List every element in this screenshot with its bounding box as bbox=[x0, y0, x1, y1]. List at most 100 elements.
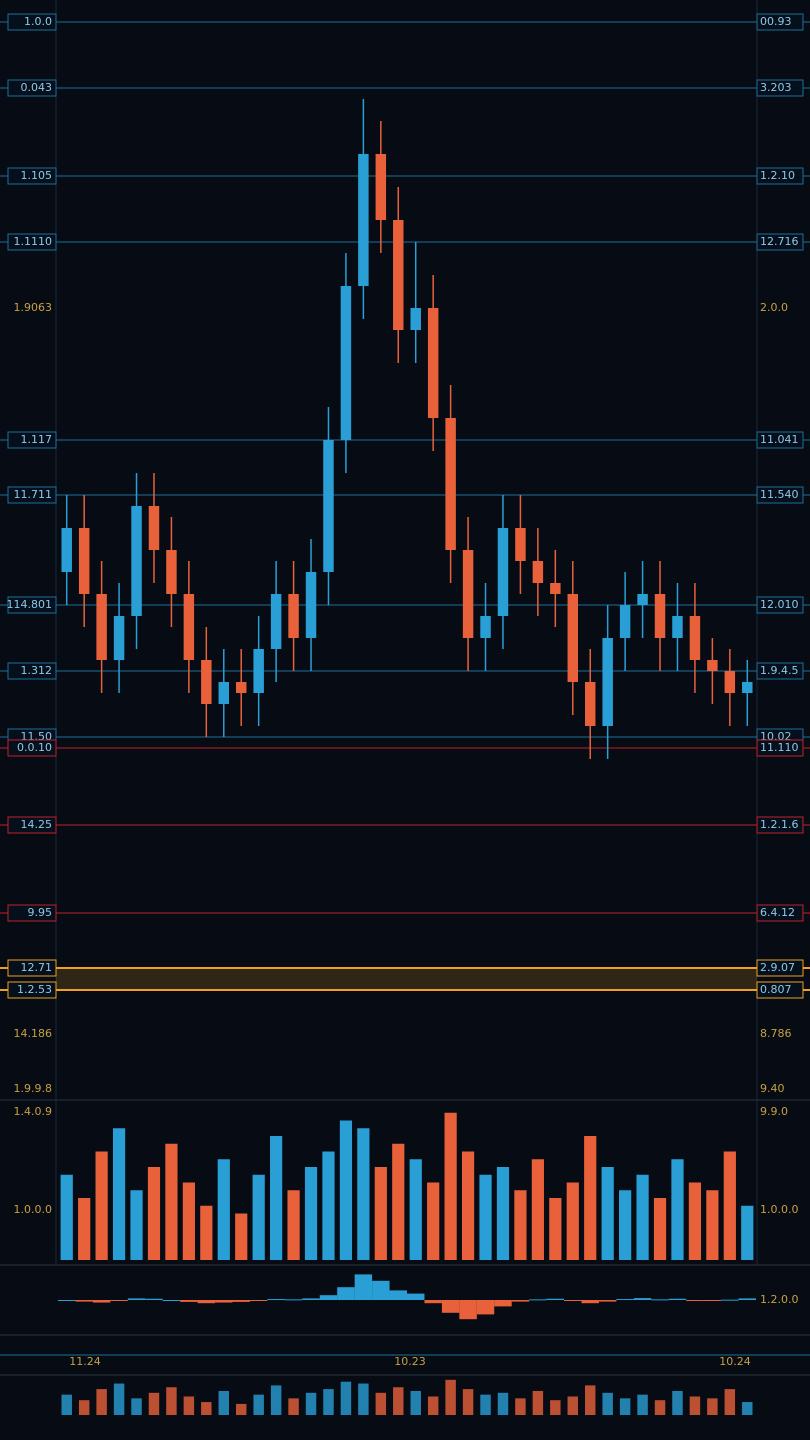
label-box bbox=[7, 486, 57, 504]
x-tick-label: 10.23 bbox=[394, 1355, 426, 1368]
candle-body bbox=[96, 594, 107, 660]
label-box bbox=[7, 981, 57, 999]
candle-body bbox=[253, 649, 264, 693]
oscillator-bar bbox=[441, 1300, 460, 1313]
volume-bar bbox=[112, 1128, 126, 1260]
candle-body bbox=[183, 594, 195, 660]
volume-bar bbox=[619, 1190, 632, 1260]
oscillator-bar bbox=[633, 1298, 652, 1300]
level-label-left: 0.0.10 bbox=[17, 741, 52, 754]
volume-bar bbox=[566, 1182, 579, 1260]
oscillator-bar bbox=[58, 1300, 76, 1301]
candle-body bbox=[602, 638, 613, 726]
volume-label-left: 1.0.0.0 bbox=[14, 1203, 52, 1216]
volume-bar bbox=[427, 1182, 440, 1260]
candle-body bbox=[480, 616, 491, 638]
label-box bbox=[7, 167, 57, 185]
oscillator-bar bbox=[598, 1300, 617, 1302]
mini-volume-bar bbox=[427, 1396, 439, 1415]
oscillator-bar bbox=[75, 1300, 93, 1302]
label-box bbox=[756, 596, 804, 614]
candle-body bbox=[515, 528, 526, 561]
mini-volume-bar bbox=[550, 1400, 561, 1415]
level-label-left: 14.25 bbox=[21, 818, 53, 831]
candle-body bbox=[201, 660, 212, 704]
candle-body bbox=[427, 308, 439, 418]
label-box bbox=[756, 904, 804, 922]
oscillator-bar bbox=[110, 1300, 128, 1301]
candle-body bbox=[305, 572, 317, 638]
candle-body bbox=[742, 682, 753, 693]
level-label-left: 12.71 bbox=[21, 961, 53, 974]
x-tick-label: 10.24 bbox=[719, 1355, 751, 1368]
mini-volume-bar bbox=[532, 1390, 544, 1415]
mini-volume-bar bbox=[253, 1394, 264, 1415]
mini-volume-bar bbox=[445, 1379, 456, 1415]
mini-volume-bar bbox=[78, 1400, 90, 1415]
candle-body bbox=[375, 154, 387, 220]
label-box bbox=[756, 816, 804, 834]
label-box bbox=[7, 13, 57, 31]
label-box bbox=[7, 739, 57, 757]
mini-volume-bar bbox=[270, 1385, 282, 1415]
oscillator-bar bbox=[424, 1300, 442, 1304]
candle-body bbox=[148, 506, 160, 550]
mini-volume-bar bbox=[113, 1383, 125, 1415]
volume-bar bbox=[706, 1190, 719, 1260]
level-label-right: 8.786 bbox=[760, 1027, 792, 1040]
level-label-right: 3.203 bbox=[760, 81, 792, 94]
mini-volume-bar bbox=[358, 1383, 369, 1415]
oscillator-bar bbox=[197, 1300, 216, 1304]
volume-bar bbox=[165, 1143, 178, 1260]
mini-volume-bar bbox=[288, 1398, 299, 1415]
label-box bbox=[756, 959, 804, 977]
label-box bbox=[7, 596, 57, 614]
candle-body bbox=[218, 682, 230, 704]
mini-volume-bar bbox=[689, 1396, 701, 1415]
mini-volume-bar bbox=[724, 1389, 736, 1415]
label-box bbox=[7, 233, 57, 251]
candle-body bbox=[358, 154, 369, 286]
mini-volume-bar bbox=[61, 1394, 72, 1415]
volume-bar bbox=[95, 1151, 108, 1260]
oscillator-bar bbox=[127, 1298, 146, 1300]
level-label-right: 12.716 bbox=[760, 235, 799, 248]
oscillator-bar bbox=[546, 1298, 565, 1300]
label-box bbox=[756, 662, 804, 680]
oscillator-bar bbox=[267, 1299, 285, 1301]
volume-bar bbox=[723, 1151, 736, 1260]
level-label-left: 14.186 bbox=[14, 1027, 53, 1040]
level-label-left: 1.0.0 bbox=[24, 15, 52, 28]
mini-volume-bar bbox=[183, 1396, 195, 1415]
mini-volume-bar bbox=[480, 1394, 491, 1415]
volume-bar bbox=[147, 1167, 161, 1260]
oscillator-bar bbox=[668, 1298, 687, 1300]
level-label-right: 0.807 bbox=[760, 983, 792, 996]
level-label-right: 9.40 bbox=[760, 1082, 785, 1095]
candle-body bbox=[497, 528, 509, 616]
level-label-right: 00.93 bbox=[760, 15, 792, 28]
oscillator-bar bbox=[581, 1300, 599, 1304]
candle-body bbox=[550, 583, 561, 594]
oscillator-bar bbox=[529, 1299, 547, 1301]
level-label-left: 0.043 bbox=[21, 81, 53, 94]
volume-bar bbox=[60, 1174, 73, 1260]
volume-bar bbox=[514, 1190, 527, 1260]
volume-bar bbox=[357, 1128, 370, 1260]
mini-volume-bar bbox=[497, 1392, 509, 1415]
candle-body bbox=[689, 616, 701, 660]
volume-bar bbox=[636, 1174, 649, 1260]
mini-volume-bar bbox=[584, 1385, 596, 1415]
volume-bar bbox=[217, 1159, 230, 1260]
level-label-right: 2.0.0 bbox=[760, 301, 788, 314]
level-label-left: 1.9063 bbox=[14, 301, 53, 314]
volume-bar bbox=[531, 1159, 544, 1260]
volume-label-right: 9.9.0 bbox=[760, 1105, 788, 1118]
level-label-left: 1.2.53 bbox=[17, 983, 52, 996]
volume-bar bbox=[339, 1120, 353, 1260]
level-label-right: 11.110 bbox=[760, 741, 799, 754]
candle-body bbox=[288, 594, 299, 638]
mini-volume-bar bbox=[672, 1390, 683, 1415]
label-box bbox=[7, 431, 57, 449]
label-box bbox=[7, 79, 57, 97]
